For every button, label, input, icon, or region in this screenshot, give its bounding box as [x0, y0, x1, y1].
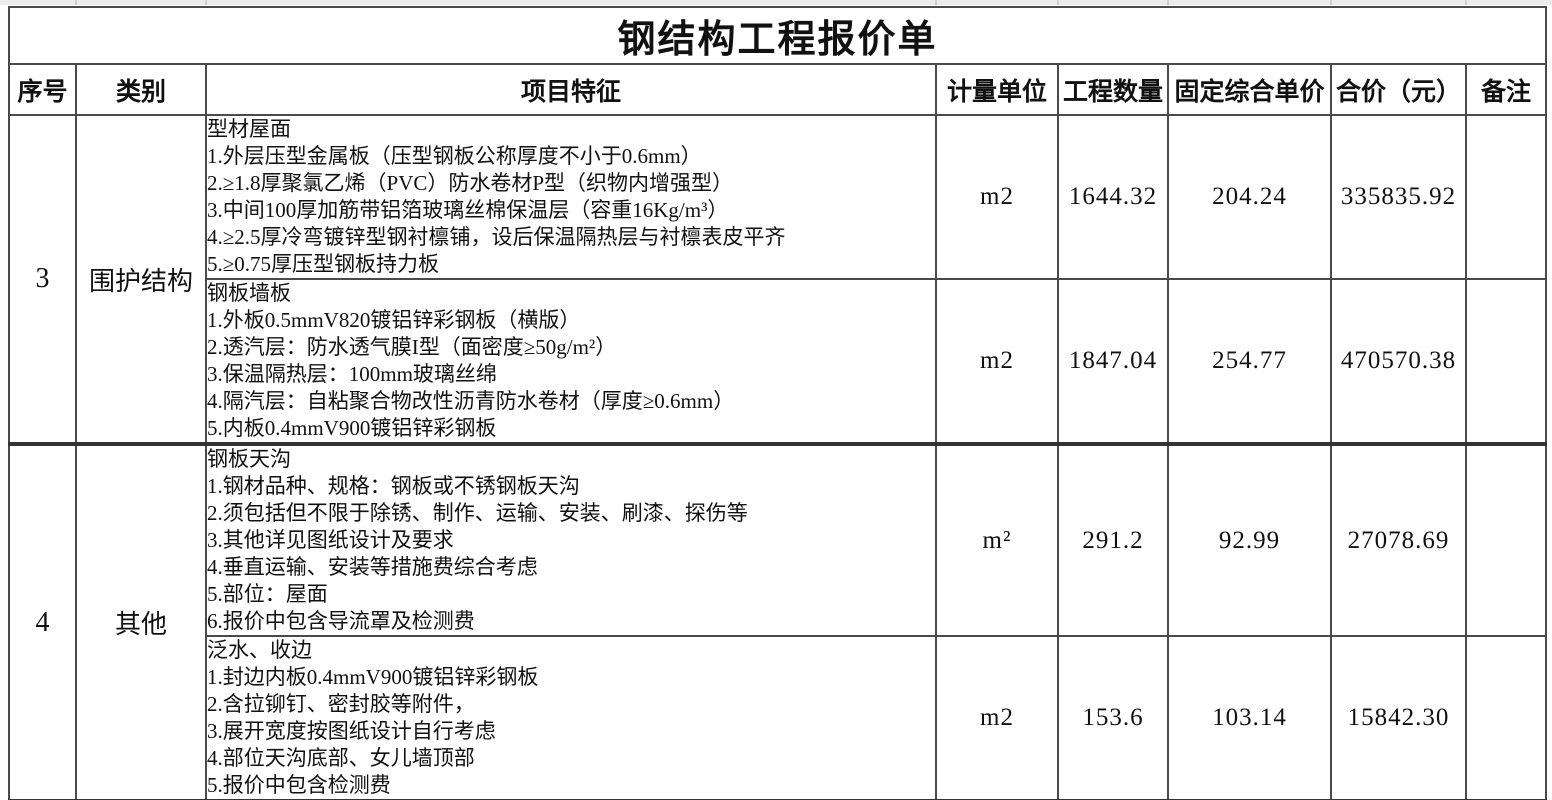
gridline-tick [1465, 0, 1467, 5]
cell-remark [1464, 278, 1548, 445]
cell-unit: m² [935, 442, 1059, 637]
cell-unit-price: 204.24 [1167, 114, 1332, 280]
cell-quantity: 153.6 [1057, 635, 1169, 800]
feature-line: 6.报价中包含导流罩及检测费 [207, 609, 475, 633]
page-title: 钢结构工程报价单 [7, 6, 1548, 65]
gridline-tick [75, 0, 77, 5]
column-header-quantity: 工程数量 [1057, 63, 1169, 116]
cell-total: 15842.30 [1330, 635, 1467, 800]
gridline-tick [205, 0, 207, 5]
feature-line: 泛水、收边 [207, 638, 312, 662]
cell-features: 泛水、收边 1.封边内板0.4mmV900镀铝锌彩钢板 2.含拉铆钉、密封胶等附件，… [205, 635, 937, 800]
feature-line: 4.隔汽层：自粘聚合物改性沥青防水卷材（厚度≥0.6mm） [207, 389, 735, 413]
feature-line: 4.部位天沟底部、女儿墙顶部 [207, 746, 475, 770]
cell-quantity: 1644.32 [1057, 114, 1169, 280]
feature-line: 3.其他详见图纸设计及要求 [207, 528, 454, 552]
cell-features: 钢板天沟 1.钢材品种、规格：钢板或不锈钢板天沟 2.须包括但不限于除锈、制作、运输… [205, 442, 937, 637]
cell-features: 型材屋面 1.外层压型金属板（压型钢板公称厚度不小于0.6mm） 2.≥1.8厚聚氯… [205, 114, 937, 280]
cell-category: 其他 [75, 442, 207, 800]
feature-line: 2.含拉铆钉、密封胶等附件， [207, 692, 475, 716]
feature-line: 1.外板0.5mmV820镀铝锌彩钢板（横版） [207, 308, 581, 332]
column-header-category: 类别 [75, 63, 207, 116]
quotation-table: 钢结构工程报价单 序号 类别 项目特征 计量单位 工程数量 固定综合单价 合价（… [7, 6, 1548, 800]
cell-remark [1464, 635, 1548, 800]
cell-category: 围护结构 [75, 114, 207, 445]
feature-line: 5.≥0.75厚压型钢板持力板 [207, 252, 440, 276]
cell-quantity: 291.2 [1057, 442, 1169, 637]
column-header-serial: 序号 [8, 63, 77, 116]
feature-line: 3.保温隔热层：100mm玻璃丝绵 [207, 362, 497, 386]
table-row: 泛水、收边 1.封边内板0.4mmV900镀铝锌彩钢板 2.含拉铆钉、密封胶等附件，… [9, 635, 1548, 800]
feature-line: 钢板墙板 [207, 281, 291, 305]
cell-remark [1464, 114, 1548, 280]
clipped-row-above [0, 0, 1552, 5]
gridline-tick [1167, 0, 1169, 5]
feature-line: 型材屋面 [207, 117, 291, 141]
feature-line: 2.≥1.8厚聚氯乙烯（PVC）防水卷材P型（织物内增强型） [207, 171, 734, 195]
cell-serial-number: 4 [8, 442, 77, 800]
cell-remark [1464, 442, 1548, 637]
cell-total: 27078.69 [1330, 442, 1467, 637]
feature-line: 2.透汽层：防水透气膜I型（面密度≥50g/m²） [207, 335, 617, 359]
feature-line: 1.外层压型金属板（压型钢板公称厚度不小于0.6mm） [207, 144, 702, 168]
cell-serial-number: 3 [8, 114, 77, 445]
cell-unit-price: 103.14 [1167, 635, 1332, 800]
feature-line: 4.≥2.5厚冷弯镀锌型钢衬檩铺，设后保温隔热层与衬檩表皮平齐 [207, 225, 786, 249]
gridline-tick [935, 0, 937, 5]
gridline-tick [1330, 0, 1332, 5]
feature-line: 5.报价中包含检测费 [207, 773, 391, 797]
feature-line: 4.垂直运输、安装等措施费综合考虑 [207, 555, 538, 579]
feature-line: 钢板天沟 [207, 447, 291, 471]
column-header-total: 合价（元） [1330, 63, 1467, 116]
cell-total: 470570.38 [1330, 278, 1467, 445]
gridline-tick [1057, 0, 1059, 5]
cell-unit: m2 [935, 635, 1059, 800]
cell-unit-price: 254.77 [1167, 278, 1332, 445]
title-row: 钢结构工程报价单 [7, 6, 1548, 65]
cell-unit: m2 [935, 114, 1059, 280]
column-header-remark: 备注 [1464, 63, 1548, 116]
table-row: 3 围护结构 型材屋面 1.外层压型金属板（压型钢板公称厚度不小于0.6mm） 2.… [8, 114, 1548, 445]
feature-line: 3.中间100厚加筋带铝箔玻璃丝棉保温层（容重16Kg/m³） [207, 198, 729, 222]
cell-total: 335835.92 [1330, 114, 1467, 280]
feature-line: 3.展开宽度按图纸设计自行考虑 [207, 719, 496, 743]
table-row: 4 其他 钢板天沟 1.钢材品种、规格：钢板或不锈钢板天沟 2.须包括但不限于除锈、… [8, 442, 1548, 800]
cell-unit-price: 92.99 [1167, 442, 1332, 637]
cell-features: 钢板墙板 1.外板0.5mmV820镀铝锌彩钢板（横版） 2.透汽层：防水透气膜I型… [205, 278, 937, 445]
table-header-row: 序号 类别 项目特征 计量单位 工程数量 固定综合单价 合价（元） 备注 [8, 63, 1548, 116]
table-row: 钢板墙板 1.外板0.5mmV820镀铝锌彩钢板（横版） 2.透汽层：防水透气膜I型… [9, 278, 1548, 445]
feature-line: 2.须包括但不限于除锈、制作、运输、安装、刷漆、探伤等 [207, 501, 748, 525]
cell-unit: m2 [935, 278, 1059, 445]
column-header-unit-price: 固定综合单价 [1167, 63, 1332, 116]
column-header-features: 项目特征 [205, 63, 937, 116]
column-header-unit: 计量单位 [935, 63, 1059, 116]
feature-line: 5.内板0.4mmV900镀铝锌彩钢板 [207, 416, 497, 440]
feature-line: 1.钢材品种、规格：钢板或不锈钢板天沟 [207, 474, 580, 498]
feature-line: 5.部位：屋面 [207, 582, 328, 606]
feature-line: 1.封边内板0.4mmV900镀铝锌彩钢板 [207, 665, 539, 689]
cell-quantity: 1847.04 [1057, 278, 1169, 445]
